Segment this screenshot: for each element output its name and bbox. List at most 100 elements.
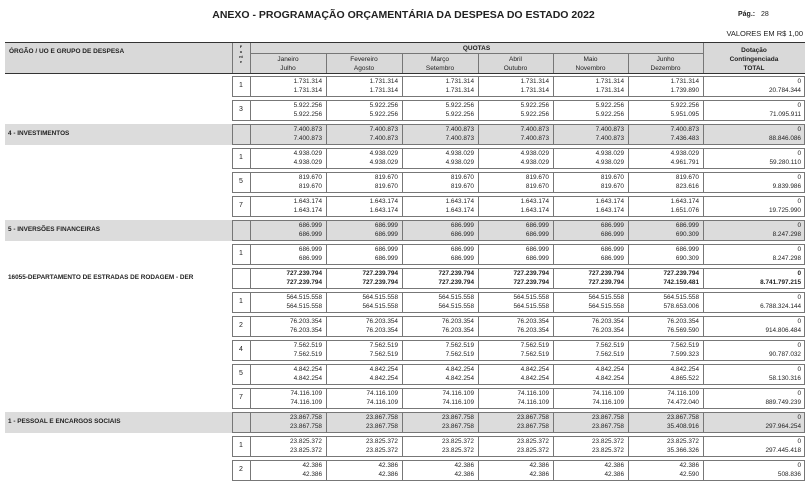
value-bottom: 578.653.006: [663, 302, 699, 310]
value-bottom: 42.386: [378, 470, 398, 478]
value-top: 0: [797, 78, 801, 85]
value-bottom: 4.961.791: [670, 158, 699, 166]
table-row: 7 1.643.174 1.643.174 1.643.174 1.643.174 1.6…: [5, 196, 805, 217]
value-top: 74.116.109: [442, 390, 474, 397]
value-top: 686.999: [450, 246, 474, 253]
value-cell: 1.643.174 1.643.174: [553, 198, 624, 215]
header-month: Janeiro Julho: [250, 55, 326, 73]
table-row: 2 76.203.354 76.203.354 76.203.354 76.203.35…: [5, 316, 805, 337]
value-top: 0: [797, 150, 801, 157]
value-cell: 42.386 42.386: [326, 462, 398, 479]
value-bottom: 564.515.558: [588, 302, 624, 310]
value-bottom: 5.922.256: [595, 110, 624, 118]
value-bottom: 686.999: [450, 254, 474, 262]
value-cell: 7.562.519 7.562.519: [553, 342, 624, 359]
value-cell: 727.239.794 727.239.794: [478, 270, 549, 287]
header-month-second: Dezembro: [650, 65, 681, 72]
value-bottom: 686.999: [374, 254, 398, 262]
value-top: 686.999: [298, 222, 322, 229]
value-top: 23.825.372: [667, 438, 699, 445]
value-bottom: 1.731.314: [520, 86, 549, 94]
value-top: 727.239.794: [513, 270, 549, 277]
value-top: 1.731.314: [670, 78, 699, 85]
value-cell: 564.515.558 564.515.558: [326, 294, 398, 311]
value-bottom: 564.515.558: [362, 302, 398, 310]
value-bottom: 7.562.519: [293, 350, 322, 358]
value-cell: 686.999 686.999: [478, 246, 549, 263]
value-bottom: 42.386: [604, 470, 624, 478]
value-top: 564.515.558: [438, 294, 474, 301]
value-bottom: 8.741.797.215: [760, 278, 801, 286]
page-indicator: Pág.: 28: [738, 11, 769, 18]
value-cell: 564.515.558 564.515.558: [478, 294, 549, 311]
value-bottom: 1.643.174: [293, 206, 322, 214]
value-bottom: 7.562.519: [445, 350, 474, 358]
value-cell: 819.670 823.616: [628, 174, 699, 191]
value-top: 564.515.558: [362, 294, 398, 301]
value-top: 686.999: [525, 246, 549, 253]
value-bottom: 1.643.174: [445, 206, 474, 214]
table-row: 4 - INVESTIMENTOS 7.400.873 7.400.873 7.400…: [5, 124, 805, 145]
value-top: 5.922.256: [445, 102, 474, 109]
value-bottom: 1.739.890: [670, 86, 699, 94]
row-fonte: 4: [239, 346, 243, 353]
value-cell: 1.731.314 1.731.314: [553, 78, 624, 95]
value-bottom: 5.922.256: [445, 110, 474, 118]
value-bottom: 7.400.873: [293, 134, 322, 142]
value-top: 0: [797, 174, 801, 181]
row-fonte: 7: [239, 394, 243, 401]
value-bottom: 1.651.076: [670, 206, 699, 214]
row-label: 16055-DEPARTAMENTO DE ESTRADAS DE RODAGE…: [8, 274, 194, 281]
value-cell: 5.922.256 5.922.256: [250, 102, 322, 119]
value-top: 42.386: [378, 462, 398, 469]
value-top: 1.731.314: [293, 78, 322, 85]
value-top: 819.670: [525, 174, 549, 181]
value-cell: 23.867.758 23.867.758: [478, 414, 549, 431]
value-bottom: 4.842.254: [369, 374, 398, 382]
value-cell: 7.400.873 7.400.873: [326, 126, 398, 143]
value-top: 4.938.029: [670, 150, 699, 157]
table-row: 16055-DEPARTAMENTO DE ESTRADAS DE RODAGE…: [5, 268, 805, 289]
value-top: 727.239.794: [438, 270, 474, 277]
value-top: 76.203.354: [592, 318, 624, 325]
value-cell: 4.938.029 4.938.029: [326, 150, 398, 167]
value-top: 23.825.372: [290, 438, 322, 445]
value-bottom: 23.867.758: [592, 422, 624, 430]
value-bottom: 8.247.298: [772, 254, 801, 262]
value-top: 23.867.758: [366, 414, 398, 421]
value-top: 4.938.029: [595, 150, 624, 157]
value-bottom: 4.842.254: [595, 374, 624, 382]
value-top: 23.867.758: [667, 414, 699, 421]
value-cell: 74.116.109 74.116.109: [326, 390, 398, 407]
value-cell: 1.731.314 1.731.314: [250, 78, 322, 95]
value-bottom: 297.964.254: [765, 422, 801, 430]
value-cell: 23.825.372 35.366.326: [628, 438, 699, 455]
table-row: 1 1.731.314 1.731.314 1.731.314 1.731.314 1.7…: [5, 76, 805, 97]
value-cell: 76.203.354 76.203.354: [478, 318, 549, 335]
value-cell: 23.867.758 23.867.758: [250, 414, 322, 431]
value-top: 7.562.519: [293, 342, 322, 349]
value-bottom: 71.095.911: [769, 110, 801, 118]
value-bottom: 4.842.254: [520, 374, 549, 382]
value-cell: 76.203.354 76.203.354: [250, 318, 322, 335]
value-bottom: 1.643.174: [520, 206, 549, 214]
header-month-first: Janeiro: [277, 56, 299, 63]
value-bottom: 74.116.109: [366, 398, 398, 406]
value-top: 42.386: [529, 462, 549, 469]
value-cell: 727.239.794 742.159.481: [628, 270, 699, 287]
value-bottom: 42.386: [454, 470, 474, 478]
value-bottom: 727.239.794: [438, 278, 474, 286]
value-cell: 819.670 819.670: [478, 174, 549, 191]
value-top: 4.938.029: [520, 150, 549, 157]
row-fonte: 5: [239, 178, 243, 185]
value-cell: 686.999 686.999: [402, 246, 474, 263]
value-top: 727.239.794: [362, 270, 398, 277]
table-row: 1 4.938.029 4.938.029 4.938.029 4.938.029 4.9…: [5, 148, 805, 169]
value-bottom: 819.670: [298, 182, 322, 190]
value-cell: 0 889.749.239: [703, 390, 801, 407]
value-bottom: 74.116.109: [592, 398, 624, 406]
header-month: Junho Dezembro: [628, 55, 703, 73]
value-top: 0: [797, 246, 801, 253]
table-row: 5 4.842.254 4.842.254 4.842.254 4.842.254 4.8…: [5, 364, 805, 385]
value-top: 42.386: [679, 462, 699, 469]
